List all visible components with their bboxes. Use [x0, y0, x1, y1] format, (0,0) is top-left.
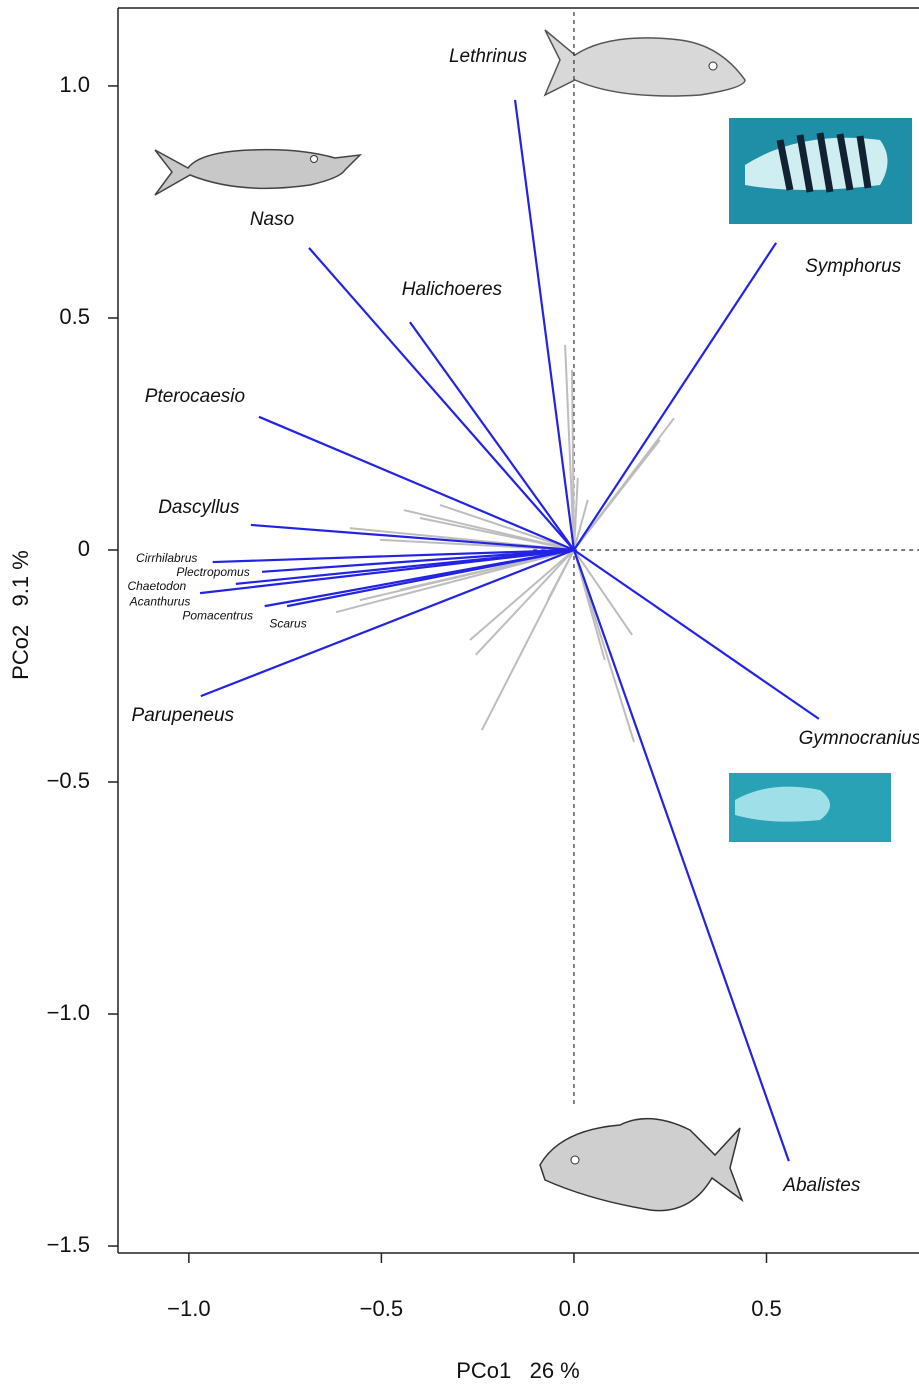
fish-illustration	[543, 29, 746, 97]
minor-vector	[419, 516, 575, 551]
decorations	[154, 29, 912, 1212]
y-tick-label: −0.5	[47, 768, 90, 793]
vector-label: Pterocaesio	[145, 386, 245, 407]
fish-illustration	[154, 148, 363, 196]
minor-vector	[573, 549, 633, 636]
vector	[573, 549, 820, 720]
vector	[261, 548, 575, 573]
vector-label: Lethrinus	[449, 46, 528, 67]
x-tick-label: 0.5	[751, 1296, 782, 1321]
y-tick-label: −1.5	[47, 1232, 90, 1257]
x-tick-label: −0.5	[360, 1296, 403, 1321]
vector	[200, 548, 575, 698]
vector	[513, 99, 576, 551]
vector-label: Halichoeres	[402, 279, 503, 300]
y-tick-label: −1.0	[47, 1000, 90, 1025]
minor-vector	[475, 549, 575, 656]
vector	[286, 548, 575, 608]
fish-illustration	[539, 1117, 744, 1212]
vector	[199, 548, 575, 595]
vector-label: Acanthurus	[129, 594, 191, 608]
minor-vector	[564, 344, 575, 551]
vector	[212, 548, 574, 564]
vector-label: Cirrhilabrus	[136, 551, 197, 565]
minor-vector	[572, 549, 606, 661]
minor-vector	[439, 504, 575, 551]
minor-vector	[572, 478, 579, 551]
y-tick-label: 1.0	[59, 72, 90, 97]
vector-label: Abalistes	[782, 1175, 861, 1196]
vector	[258, 415, 575, 552]
vector-label: Naso	[250, 209, 294, 230]
fish-photo	[729, 773, 891, 842]
minor-vector	[546, 549, 575, 601]
vector-label: Symphorus	[805, 256, 902, 277]
vector-label: Dascyllus	[158, 497, 240, 518]
vector	[308, 247, 575, 551]
vector-label: Chaetodon	[127, 579, 186, 593]
vector-label: Pomacentrus	[182, 608, 253, 622]
vector	[409, 321, 575, 551]
fish-photo	[729, 118, 912, 224]
minor-vector	[335, 549, 575, 614]
vector-label: Gymnocranius	[799, 728, 919, 749]
vector	[572, 549, 790, 1162]
minor-vector	[572, 499, 589, 551]
x-axis-title: PCo1 26 %	[456, 1358, 580, 1383]
vector-label: Scarus	[269, 616, 306, 630]
minor-vector	[571, 369, 575, 551]
vector	[573, 242, 778, 551]
minor-vector	[469, 549, 575, 641]
y-tick-label: 0.5	[59, 304, 90, 329]
x-tick-label: −1.0	[167, 1296, 210, 1321]
y-tick-label: 0	[78, 536, 90, 561]
vector-label: Plectropomus	[176, 565, 249, 579]
minor-vector	[573, 439, 661, 551]
minor-vector	[572, 549, 635, 743]
x-tick-label: 0.0	[559, 1296, 590, 1321]
y-axis-title: PCo2 9.1 %	[8, 550, 33, 680]
vector	[250, 523, 575, 552]
vector-label: Parupeneus	[132, 705, 235, 726]
